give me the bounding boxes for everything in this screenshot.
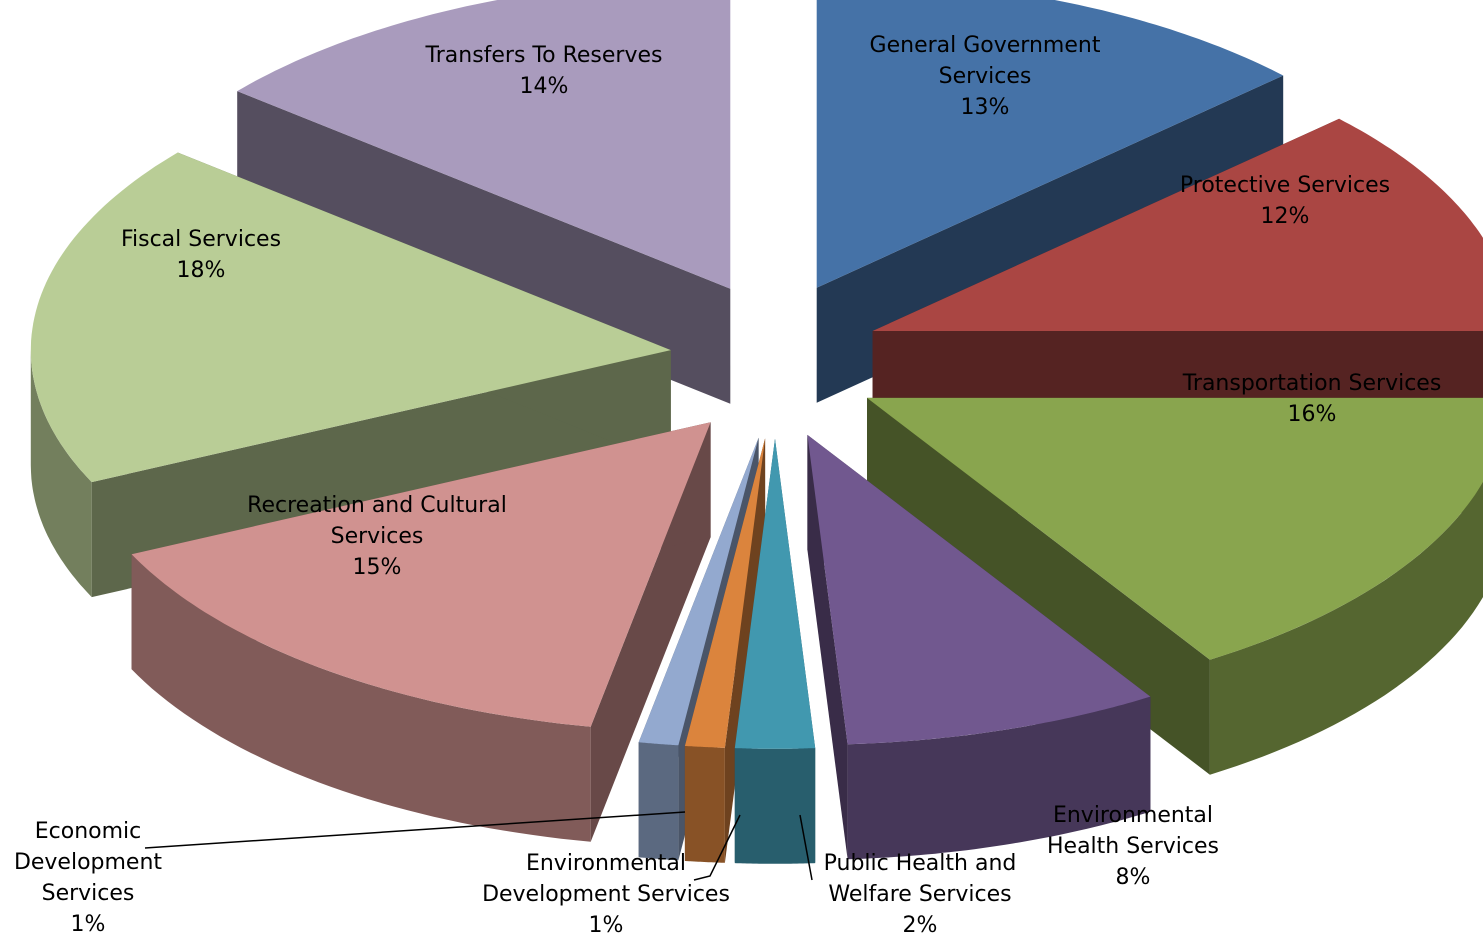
label-line: Services — [42, 881, 135, 906]
label-line: Environmental — [526, 851, 686, 876]
value-label: 12% — [1261, 204, 1310, 229]
leader-line — [144, 811, 686, 849]
value-label: 13% — [961, 95, 1010, 120]
slice-label: Protective Services — [1180, 173, 1390, 198]
value-label: 1% — [589, 913, 624, 938]
label-line: Services — [331, 524, 424, 549]
slice-label: Transfers To Reserves — [425, 43, 663, 68]
slice-label: General Government Services — [870, 33, 1101, 89]
label-line: Protective Services — [1180, 173, 1390, 198]
label-line: General Government — [870, 33, 1101, 58]
label-line: Transportation Services — [1182, 371, 1442, 396]
slice — [872, 118, 1483, 331]
value-label: 18% — [177, 258, 226, 283]
slice-wall — [734, 748, 816, 864]
leader-line — [693, 814, 741, 881]
label-line: Fiscal Services — [121, 227, 281, 252]
leader-line — [799, 814, 813, 881]
label-line: Services — [939, 64, 1032, 89]
slice — [867, 397, 1483, 660]
slice-wall — [1209, 482, 1483, 775]
slice-label: Environmental Health Services — [1047, 803, 1219, 859]
slice — [30, 152, 671, 483]
value-label: 15% — [353, 555, 402, 580]
label-line: Development — [14, 850, 162, 875]
slice — [638, 437, 759, 746]
slice-wall — [30, 350, 92, 598]
value-label: 16% — [1288, 402, 1337, 427]
value-label: 2% — [903, 913, 938, 938]
slice-wall — [638, 742, 679, 861]
value-label: 14% — [520, 74, 569, 99]
label-line: Environmental — [1053, 803, 1213, 828]
slice — [684, 438, 766, 748]
label-line: Development Services — [482, 882, 730, 907]
slice-label: Recreation and Cultural Services — [247, 493, 507, 549]
slice-label: Transportation Services — [1182, 371, 1442, 396]
label-line: Public Health and — [824, 851, 1017, 876]
label-line: Health Services — [1047, 834, 1219, 859]
slice-wall — [131, 554, 591, 842]
slice-label: Economic Development Services — [14, 819, 162, 906]
value-label: 1% — [71, 912, 106, 937]
label-line: Transfers To Reserves — [425, 43, 663, 68]
slice — [237, 0, 731, 289]
value-label: 8% — [1116, 865, 1151, 890]
slice-wall — [684, 746, 725, 863]
slice-label: Environmental Development Services — [482, 851, 730, 907]
slice-side — [807, 434, 848, 860]
slice-label: Fiscal Services — [121, 227, 281, 252]
label-line: Recreation and Cultural — [247, 493, 507, 518]
slice-label: Public Health and Welfare Services — [824, 851, 1017, 907]
slice — [734, 438, 816, 749]
slice — [807, 434, 1151, 745]
slice-wall — [847, 696, 1151, 860]
label-line: Welfare Services — [828, 882, 1011, 907]
label-line: Economic — [35, 819, 142, 844]
slice — [816, 0, 1284, 288]
slice — [131, 422, 711, 727]
